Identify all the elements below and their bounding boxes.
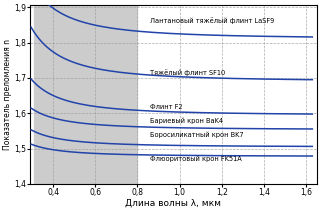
Bar	[34, 5, 138, 184]
Text: Флинт F2: Флинт F2	[150, 104, 183, 110]
Text: Тяжёлый флинт SF10: Тяжёлый флинт SF10	[150, 69, 225, 76]
Y-axis label: Показатель преломления n: Показатель преломления n	[4, 39, 12, 150]
Text: Бариевый крон BaK4: Бариевый крон BaK4	[150, 118, 223, 124]
Text: Боросиликатный крон BK7: Боросиликатный крон BK7	[150, 131, 244, 138]
Text: Флюоритовый крон FK51A: Флюоритовый крон FK51A	[150, 155, 242, 162]
Text: Лантановый тяжёлый флинт LaSF9: Лантановый тяжёлый флинт LaSF9	[150, 17, 274, 24]
X-axis label: Длина волны λ, мкм: Длина волны λ, мкм	[125, 199, 221, 208]
